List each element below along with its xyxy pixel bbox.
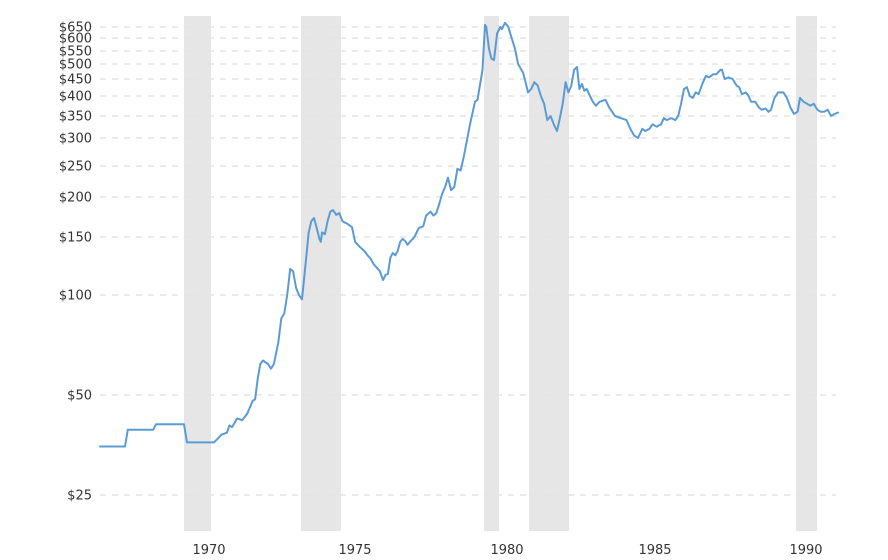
x-tick-label: 1975 <box>338 543 371 558</box>
y-tick-label: $500 <box>59 58 92 73</box>
y-tick-label: $650 <box>59 21 92 36</box>
recession-band <box>301 16 341 531</box>
recession-bands <box>184 16 817 531</box>
y-tick-label: $200 <box>59 191 92 206</box>
price-line <box>99 21 839 448</box>
y-tick-label: $600 <box>59 32 92 47</box>
x-tick-label: 1980 <box>490 543 523 558</box>
horizontal-gridlines <box>100 26 836 496</box>
y-tick-label: $300 <box>59 132 92 147</box>
recession-band <box>529 16 569 531</box>
y-tick-label: $50 <box>67 389 92 404</box>
y-tick-label: $550 <box>59 45 92 60</box>
x-axis-labels: 1970 1975 1980 1985 1990 <box>192 543 822 558</box>
y-axis-labels: $650$600$550$500$450 $400 $350 $300 $250 $200… <box>59 21 92 504</box>
y-tick-label: $100 <box>59 289 92 304</box>
y-tick-label: $350 <box>59 110 92 125</box>
y-tick-label: $150 <box>59 231 92 246</box>
y-tick-label: $450 <box>59 73 92 88</box>
x-tick-label: 1970 <box>192 543 225 558</box>
y-tick-label: $250 <box>59 160 92 175</box>
recession-band <box>796 16 817 531</box>
x-tick-label: 1985 <box>638 543 671 558</box>
y-tick-label: $25 <box>67 489 92 504</box>
y-tick-label: $400 <box>59 90 92 105</box>
x-tick-label: 1990 <box>789 543 822 558</box>
recession-band <box>484 16 499 531</box>
recession-band <box>184 16 211 531</box>
